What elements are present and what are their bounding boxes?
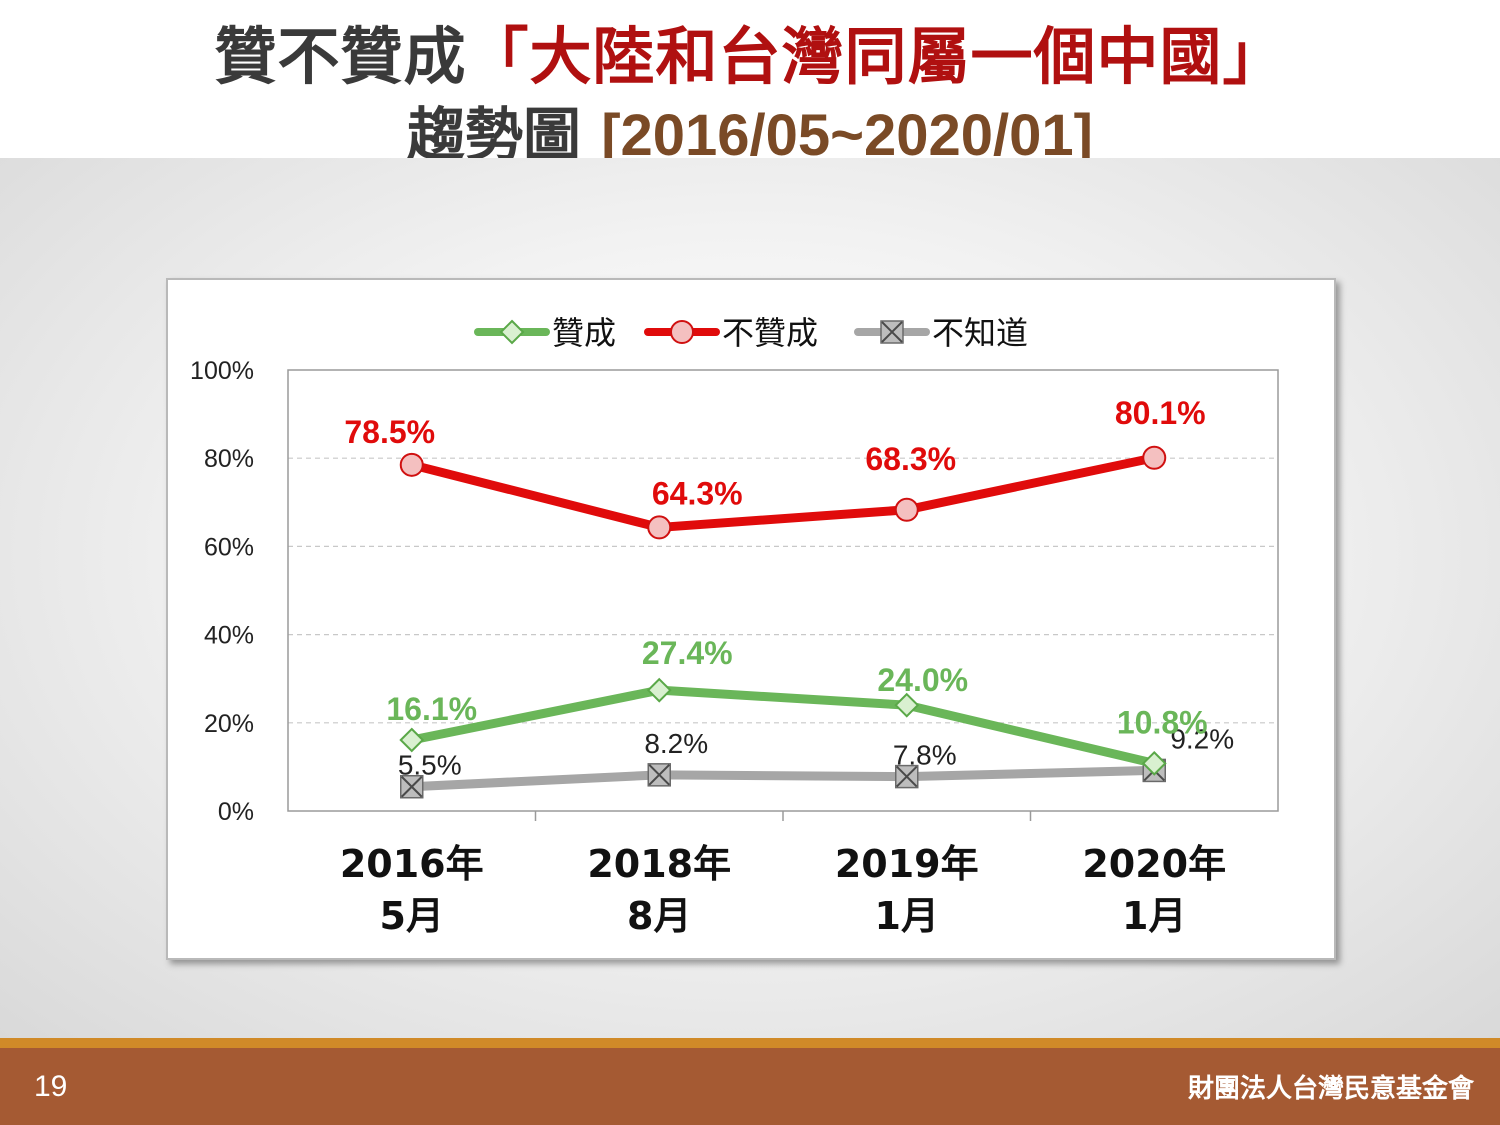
date-range: [2016/05~2020/01] bbox=[601, 103, 1093, 168]
legend-item: 贊成 bbox=[474, 314, 616, 352]
y-tick-label: 20% bbox=[204, 710, 254, 738]
data-point-marker bbox=[647, 763, 671, 787]
data-point-marker bbox=[399, 452, 424, 477]
data-label: 24.0% bbox=[877, 662, 968, 698]
organization-name: 財團法人台灣民意基金會 bbox=[1187, 1074, 1474, 1104]
x-label-month: 1月 bbox=[1122, 894, 1186, 938]
data-label: 9.2% bbox=[1170, 723, 1234, 754]
legend-marker bbox=[880, 320, 904, 344]
y-tick-label: 60% bbox=[204, 533, 254, 561]
y-tick-label: 40% bbox=[204, 622, 254, 650]
title-highlight: 「大陸和台灣同屬一個中國」 bbox=[466, 20, 1286, 93]
y-tick-label: 0% bbox=[218, 798, 254, 826]
x-label-year: 2018年 bbox=[587, 842, 731, 886]
legend-label: 贊成 bbox=[552, 314, 616, 352]
slide-title-line2: 趨勢圖 [2016/05~2020/01] bbox=[0, 88, 1500, 172]
series-2: 5.5% 8.2% 7.8% 9.2% bbox=[398, 723, 1234, 799]
footer-accent-bar bbox=[0, 1038, 1500, 1048]
legend-marker-cross-b bbox=[881, 321, 903, 343]
x-label-year: 2019年 bbox=[835, 842, 979, 886]
x-category-label: 2020年 1月 bbox=[1082, 842, 1226, 938]
legend-label: 不知道 bbox=[932, 314, 1028, 352]
data-point-marker-cross-b bbox=[648, 764, 670, 786]
data-point-marker bbox=[647, 515, 672, 540]
title-subject: 趨勢圖 bbox=[406, 101, 602, 169]
data-point-marker bbox=[646, 677, 672, 703]
series-0: 16.1% 27.4% 24.0% 10.8% bbox=[386, 635, 1208, 776]
data-label: 7.8% bbox=[893, 740, 957, 771]
x-label-month: 8月 bbox=[627, 894, 691, 938]
y-tick-label: 80% bbox=[204, 445, 254, 473]
x-category-label: 2018年 8月 bbox=[587, 842, 731, 938]
slide-title-line1: 贊不贊成「大陸和台灣同屬一個中國」 bbox=[0, 6, 1500, 96]
data-point-marker bbox=[1142, 445, 1167, 470]
data-point-marker bbox=[1141, 750, 1167, 776]
series-line bbox=[407, 685, 1159, 768]
title-area: 贊不贊成「大陸和台灣同屬一個中國」 趨勢圖 [2016/05~2020/01] bbox=[0, 0, 1500, 169]
series-1: 78.5% 64.3% 68.3% 80.1% bbox=[344, 395, 1206, 540]
data-point-marker bbox=[400, 774, 424, 799]
x-category-label: 2016年 5月 bbox=[340, 842, 484, 938]
series-line bbox=[407, 765, 1159, 792]
data-label: 80.1% bbox=[1115, 395, 1206, 431]
series-line bbox=[407, 453, 1159, 532]
data-label: 27.4% bbox=[642, 635, 733, 671]
data-point-marker bbox=[894, 497, 919, 522]
footer-bar bbox=[0, 1048, 1500, 1125]
data-label: 16.1% bbox=[386, 691, 477, 727]
legend-marker bbox=[670, 320, 694, 344]
data-label: 64.3% bbox=[652, 475, 743, 511]
data-label: 10.8% bbox=[1117, 704, 1208, 740]
legend-item: 不贊成 bbox=[644, 314, 818, 352]
title-prefix: 贊不贊成 bbox=[214, 20, 467, 93]
data-label: 78.5% bbox=[344, 414, 435, 450]
y-tick-label: 100% bbox=[190, 357, 254, 385]
data-label: 8.2% bbox=[644, 728, 708, 759]
data-point-marker bbox=[399, 727, 425, 753]
chart-frame: 0% 20% 40% 60% 80% 100% 2016年 5月 2018年 8月 2019年 1月 2… bbox=[166, 278, 1336, 960]
data-label: 68.3% bbox=[865, 441, 956, 477]
page-number: 19 bbox=[34, 1070, 68, 1103]
x-label-month: 5月 bbox=[380, 894, 444, 938]
data-point-marker-cross-b bbox=[896, 765, 918, 788]
legend-item: 不知道 bbox=[854, 314, 1028, 352]
legend-marker bbox=[499, 319, 525, 345]
x-category-label: 2019年 1月 bbox=[835, 842, 979, 938]
x-label-year: 2016年 bbox=[340, 842, 484, 886]
data-point-marker-cross-b bbox=[401, 776, 423, 798]
data-label: 5.5% bbox=[398, 750, 462, 781]
x-label-year: 2020年 bbox=[1082, 842, 1226, 886]
legend-label: 不贊成 bbox=[722, 314, 818, 352]
plot-area-border bbox=[287, 369, 1279, 812]
data-point-marker bbox=[895, 764, 919, 789]
x-label-month: 1月 bbox=[875, 894, 939, 938]
data-point-marker bbox=[894, 692, 920, 718]
